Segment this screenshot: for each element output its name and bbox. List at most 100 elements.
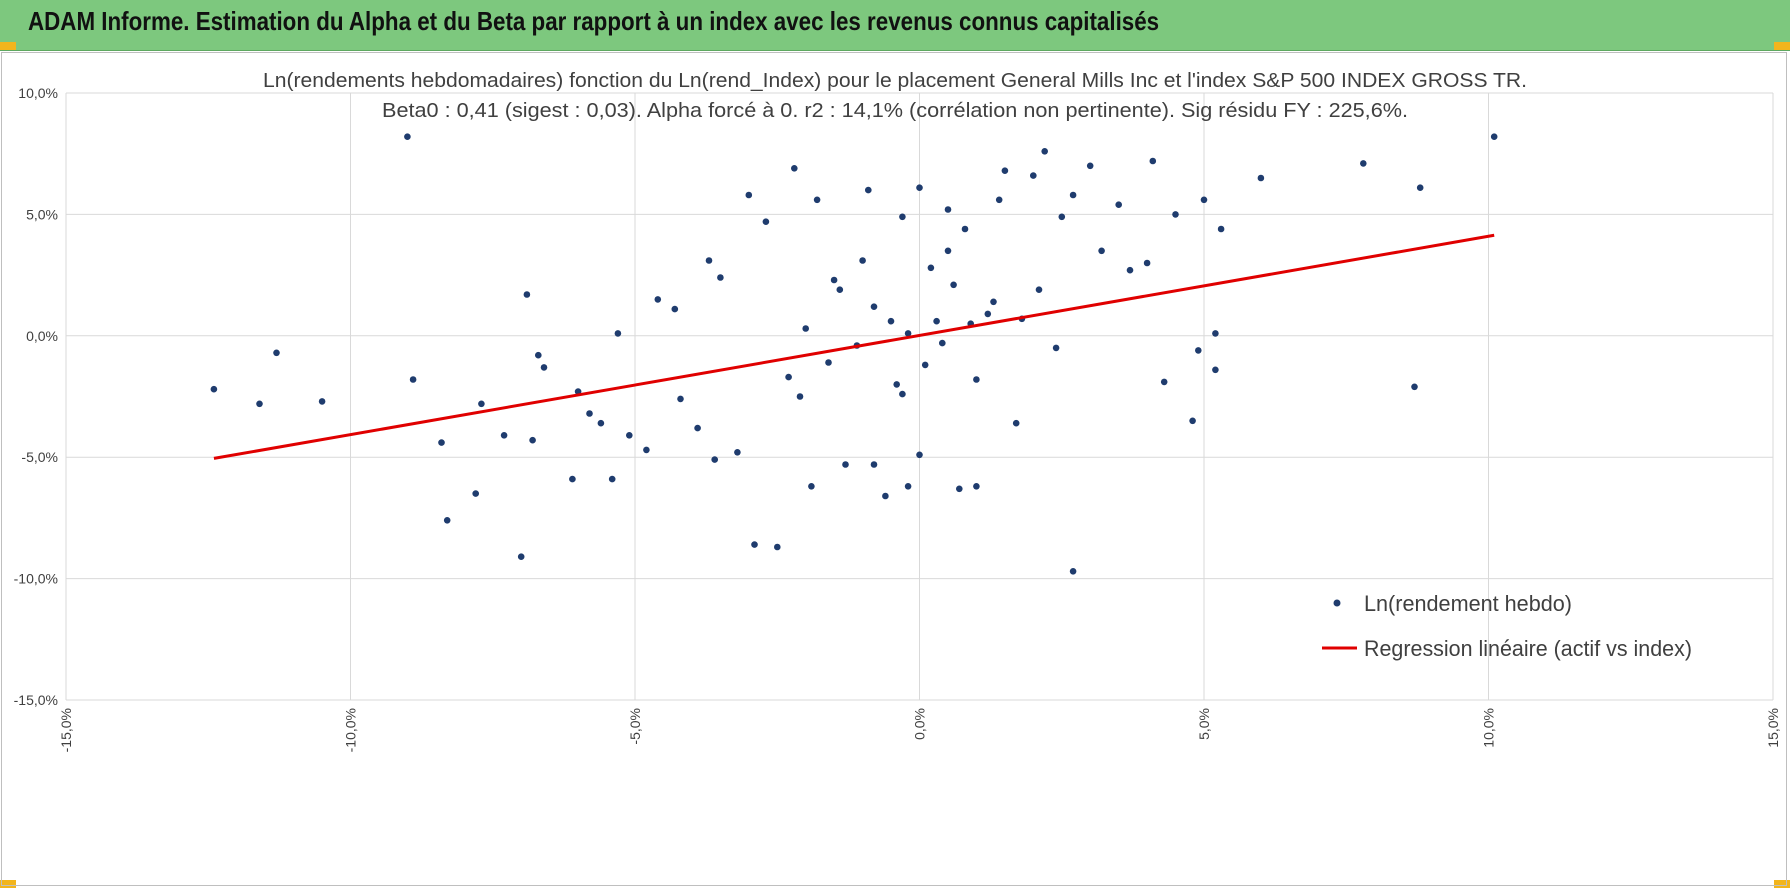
data-point <box>1360 160 1367 167</box>
data-point <box>711 456 718 463</box>
data-point <box>677 395 684 403</box>
data-point <box>472 490 480 497</box>
data-point <box>478 400 485 408</box>
y-tick-label: 10,0% <box>18 85 58 101</box>
data-point <box>865 186 872 194</box>
chart-area: -15,0% -10,0% -5,0% 0,0% 5,0% 10,0% -15,0% -10,… <box>1 52 1787 886</box>
data-point <box>608 475 616 483</box>
data-point <box>973 376 980 383</box>
y-tick-label: 5,0% <box>26 206 58 222</box>
data-point <box>535 351 542 359</box>
data-point <box>774 543 781 551</box>
data-point <box>1411 383 1418 391</box>
data-point <box>939 339 946 347</box>
data-point <box>1115 201 1122 208</box>
data-point <box>1200 196 1208 204</box>
data-point <box>1416 184 1424 191</box>
y-tick-label: 0,0% <box>26 328 58 344</box>
data-point <box>745 191 753 199</box>
y-tick-label: -15,0% <box>14 692 58 708</box>
data-point <box>318 398 326 405</box>
scatter-chart: -15,0% -10,0% -5,0% 0,0% 5,0% 10,0% -15,0% -10,… <box>14 70 1781 752</box>
data-point <box>1030 172 1037 179</box>
corner-marker-top-left <box>0 42 16 50</box>
data-point <box>785 373 792 381</box>
data-point <box>961 225 969 233</box>
data-point <box>1160 378 1168 386</box>
data-point <box>973 483 980 490</box>
data-point <box>956 485 963 493</box>
data-point <box>802 325 809 332</box>
data-point <box>1189 417 1196 425</box>
x-tick-label: -10,0% <box>343 708 359 752</box>
data-point <box>808 483 815 490</box>
data-point <box>523 291 531 298</box>
data-point <box>1052 344 1060 352</box>
grid-layer <box>65 92 1774 701</box>
data-point <box>256 400 263 408</box>
data-point <box>1086 162 1094 170</box>
chart-title-line-1: Ln(rendements hebdomadaires) fonction du… <box>263 70 1527 92</box>
data-point <box>859 257 866 264</box>
data-point <box>1069 568 1077 575</box>
data-point <box>830 276 838 284</box>
data-point <box>404 133 411 140</box>
corner-marker-top-right <box>1774 42 1790 50</box>
data-point <box>836 286 844 293</box>
data-point <box>990 298 997 306</box>
corner-marker-bottom-right <box>1774 880 1790 888</box>
data-point <box>273 349 280 357</box>
data-point <box>1069 191 1077 199</box>
data-point <box>762 218 770 225</box>
data-point <box>870 461 878 468</box>
data-point <box>813 196 821 204</box>
data-point <box>899 390 906 398</box>
data-point <box>1490 133 1498 140</box>
data-point <box>984 310 992 318</box>
data-point <box>995 196 1003 204</box>
corner-marker-bottom-left <box>0 880 16 888</box>
data-point <box>1126 266 1134 274</box>
data-point <box>944 247 952 255</box>
report-title: ADAM Informe. Estimation du Alpha et du … <box>28 6 1160 36</box>
data-point <box>1098 247 1105 255</box>
chart-title-line-2: Beta0 : 0,41 (sigest : 0,03). Alpha forc… <box>382 100 1408 122</box>
data-point <box>1143 259 1151 267</box>
data-point <box>438 439 445 446</box>
x-tick-label: 15,0% <box>1765 708 1781 748</box>
data-point <box>893 381 900 388</box>
data-point <box>540 364 548 371</box>
data-point <box>1212 366 1219 374</box>
data-point <box>916 451 923 459</box>
data-point <box>1172 211 1179 218</box>
legend-marker-points <box>1333 599 1341 607</box>
x-tick-label: 5,0% <box>1196 708 1212 740</box>
data-point <box>500 432 508 439</box>
data-point <box>654 296 662 303</box>
data-point <box>1041 148 1048 155</box>
data-point <box>643 446 650 454</box>
data-point <box>734 449 741 456</box>
data-point <box>1012 419 1020 427</box>
data-point <box>529 436 536 444</box>
data-point <box>409 376 417 383</box>
data-point <box>1001 167 1009 174</box>
data-point <box>751 541 758 548</box>
regression-layer <box>213 233 1495 460</box>
legend-label-regression: Regression linéaire (actif vs index) <box>1364 636 1692 661</box>
data-point <box>882 492 889 500</box>
data-point <box>443 517 451 524</box>
data-point <box>614 330 622 337</box>
data-point <box>904 483 912 490</box>
data-point <box>944 206 952 213</box>
x-tick-label: 0,0% <box>912 708 928 740</box>
data-point <box>1257 174 1265 182</box>
data-point <box>887 317 895 325</box>
data-point <box>927 264 935 272</box>
data-point <box>705 257 713 264</box>
data-point <box>1212 330 1219 337</box>
data-point <box>210 385 218 393</box>
data-point <box>796 393 804 400</box>
data-point <box>899 213 906 221</box>
